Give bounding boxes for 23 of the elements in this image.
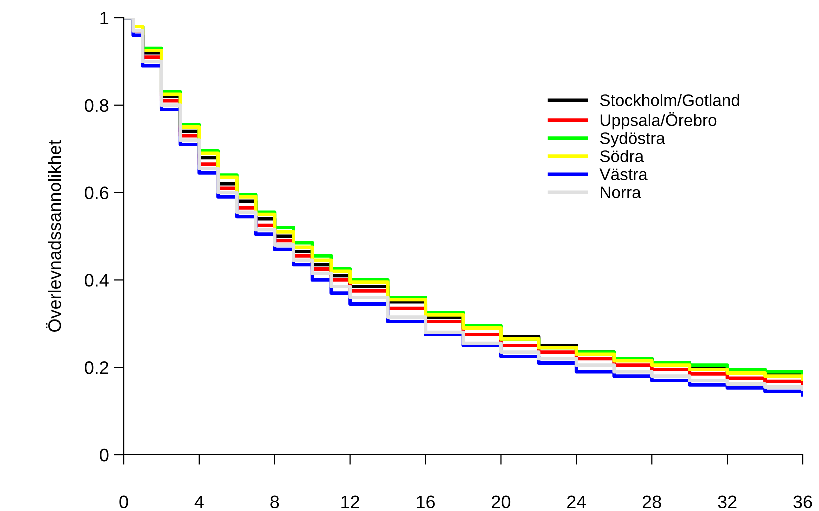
y-tick-label: 0.4 [85,274,109,287]
legend-label: Uppsala/Örebro [600,112,717,130]
legend-label: Stockholm/Gotland [600,94,740,106]
y-tick-label: 1 [100,12,109,25]
y-axis-title: Överlevnadssannolikhet [46,140,62,332]
x-tick-label: 8 [270,496,280,509]
legend-label: Södra [600,150,644,162]
x-tick-label: 12 [342,496,360,508]
x-tick-label: 24 [568,496,586,508]
x-tick-label: 16 [417,496,436,509]
x-tick-label: 20 [492,496,511,509]
x-tick-label: 28 [642,496,662,509]
x-tick-label: 0 [120,496,128,509]
y-tick-label: 0.6 [85,186,109,200]
y-tick-label: 0 [100,448,109,462]
y-tick-label: 0.8 [85,99,109,112]
legend-label: Sydöstra [600,132,666,148]
x-tick-label: 32 [718,496,737,509]
legend-label: Norra [601,186,642,198]
x-tick-label: 36 [794,496,812,509]
y-tick-label: 0.2 [85,362,109,374]
x-tick-label: 4 [194,496,204,508]
legend-label: Västra [600,168,648,180]
